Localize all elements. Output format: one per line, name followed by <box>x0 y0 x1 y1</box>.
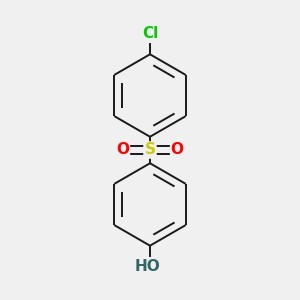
Text: Cl: Cl <box>142 26 158 41</box>
Text: HO: HO <box>134 259 160 274</box>
Text: S: S <box>145 142 155 158</box>
Text: O: O <box>116 142 129 158</box>
Text: O: O <box>171 142 184 158</box>
